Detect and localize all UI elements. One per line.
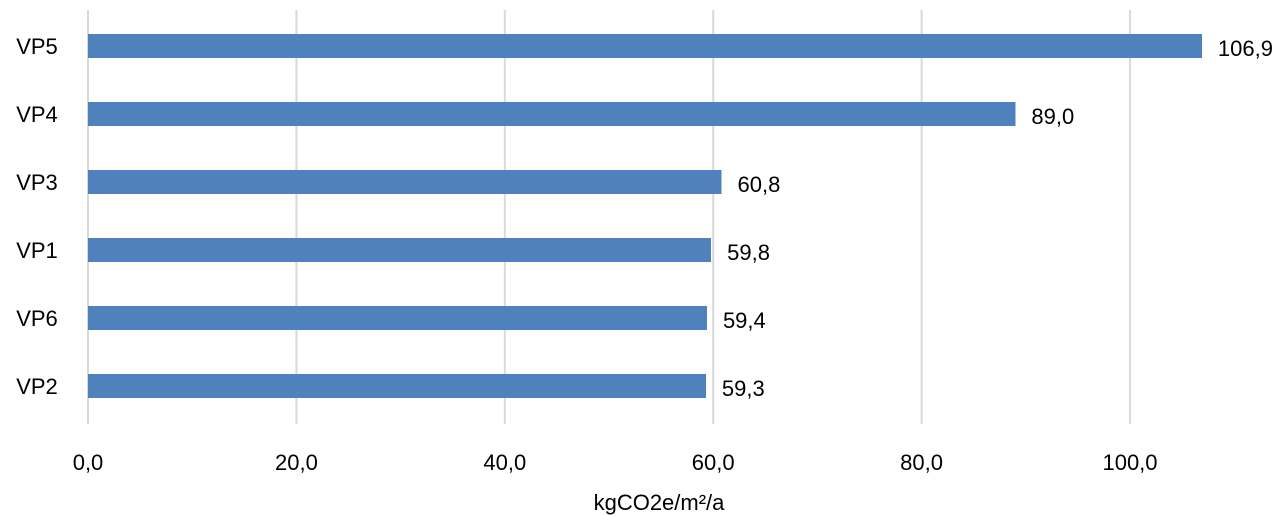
value-labels: 106,9 89,0 60,8 59,8 59,4 59,3: [722, 36, 1273, 401]
category-label: VP1: [16, 238, 58, 263]
bar-vp6: [88, 306, 707, 330]
category-labels: VP5 VP4 VP3 VP1 VP6 VP2: [16, 34, 58, 399]
x-axis-tick-labels: 0,0 20,0 40,0 60,0 80,0 100,0: [73, 450, 1158, 475]
x-axis-title: kgCO2e/m²/a: [594, 490, 726, 515]
x-tick-label: 80,0: [900, 450, 943, 475]
bars: [88, 34, 1202, 398]
bar-vp2: [88, 374, 706, 398]
data-label: 60,8: [738, 172, 781, 197]
data-label: 59,3: [722, 376, 765, 401]
x-tick-label: 100,0: [1102, 450, 1157, 475]
category-label: VP3: [16, 170, 58, 195]
category-label: VP2: [16, 374, 58, 399]
gridlines: [87, 10, 1131, 424]
x-tick-label: 40,0: [483, 450, 526, 475]
data-label: 106,9: [1218, 36, 1273, 61]
bar-vp3: [88, 170, 722, 194]
bar-vp4: [88, 102, 1016, 126]
data-label: 89,0: [1031, 104, 1074, 129]
data-label: 59,4: [723, 308, 766, 333]
bar-vp1: [88, 238, 712, 262]
bar-vp5: [88, 34, 1202, 58]
x-tick-label: 0,0: [73, 450, 104, 475]
x-tick-label: 20,0: [275, 450, 318, 475]
category-label: VP5: [16, 34, 58, 59]
category-label: VP4: [16, 102, 58, 127]
category-label: VP6: [16, 306, 58, 331]
x-tick-label: 60,0: [692, 450, 735, 475]
data-label: 59,8: [727, 240, 770, 265]
